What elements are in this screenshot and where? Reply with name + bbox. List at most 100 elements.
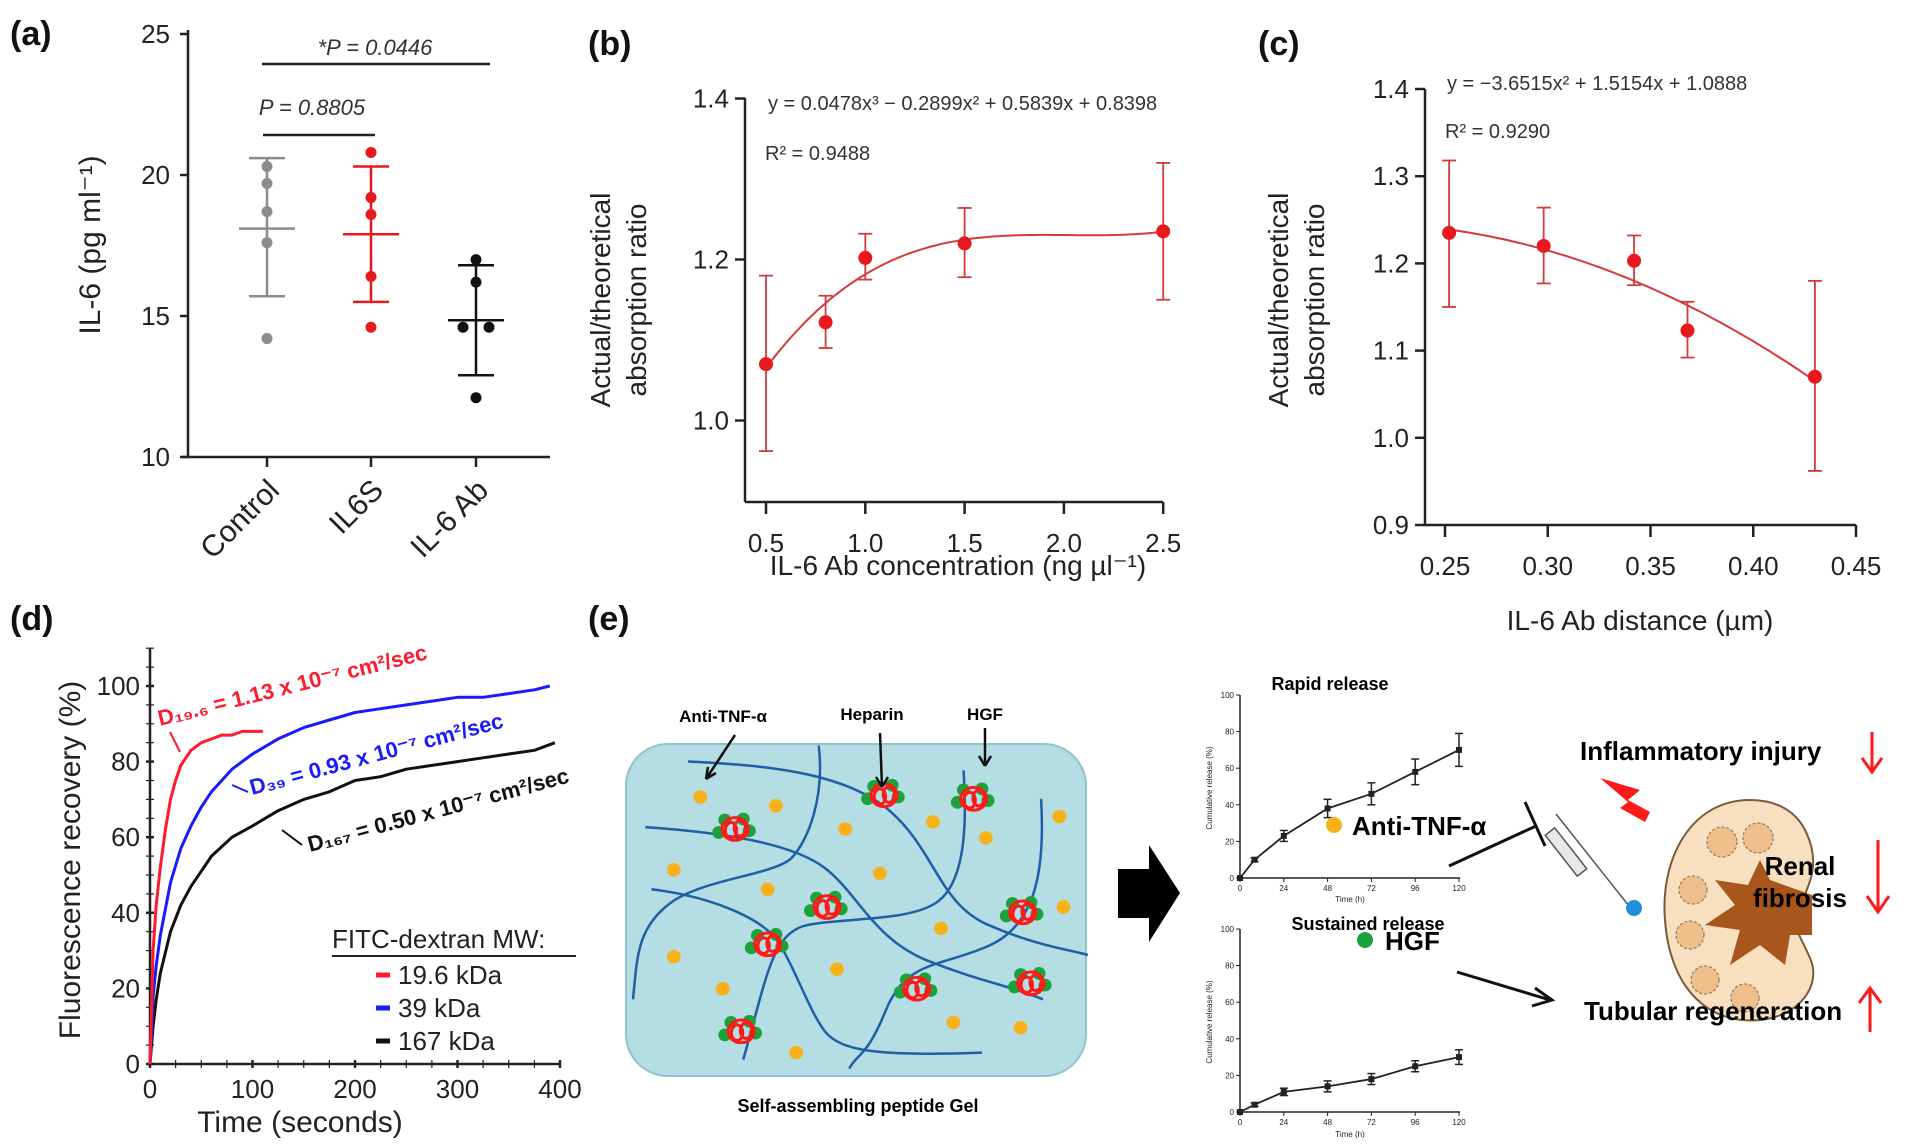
data-point <box>1627 253 1642 268</box>
leader-line <box>169 731 181 753</box>
arrow-down-icon <box>1865 840 1891 915</box>
fit-r2: R² = 0.9290 <box>1445 121 1550 143</box>
outcome-renal-line2: fibrosis <box>1753 883 1847 913</box>
panel-label-a: (a) <box>10 15 52 53</box>
y-tick-label: 25 <box>141 19 170 49</box>
y-axis-label-line1: Actual/theoretical <box>585 193 616 408</box>
anti-tnf-particle <box>789 1045 804 1060</box>
y-tick-label: 0.9 <box>1373 510 1409 540</box>
hgf-legend-dot <box>1357 932 1373 948</box>
heparin-ring <box>725 823 736 839</box>
data-point <box>957 236 972 251</box>
y-axis-label-line2: absorption ratio <box>621 203 652 396</box>
anti-tnf-legend-label: Anti-TNF-α <box>1352 811 1486 841</box>
y-tick-label: 0 <box>126 1049 140 1079</box>
heparin-hgf-complex <box>718 1014 762 1043</box>
heparin-ring <box>916 980 927 996</box>
panel-label-e: (e) <box>588 600 630 638</box>
heparin-ring <box>964 792 975 808</box>
heparin-ring <box>1030 975 1041 991</box>
panel-label-b: (b) <box>588 25 631 63</box>
x-tick-label: 400 <box>538 1074 581 1104</box>
x-tick-label: 300 <box>436 1074 479 1104</box>
x-tick-label: Control <box>194 474 286 566</box>
y-axis-label-line2: absorption ratio <box>1299 203 1330 396</box>
fit-equation: y = 0.0478x³ − 0.2899x² + 0.5839x + 0.83… <box>768 93 1157 115</box>
leader-line <box>281 829 303 846</box>
y-axis-label: Fluorescence recovery (%) <box>54 681 87 1039</box>
y-tick-label: 80 <box>1225 962 1234 971</box>
x-tick-label: 0.45 <box>1831 551 1882 581</box>
y-tick-label: 1.0 <box>693 406 729 436</box>
heparin-hgf-complex <box>999 896 1044 924</box>
heparin-ring <box>907 982 918 998</box>
heparin-ring <box>740 1023 751 1039</box>
x-tick-label: 96 <box>1411 884 1420 893</box>
svg-text:39 kDa: 39 kDa <box>398 993 481 1023</box>
data-point <box>1412 1063 1419 1070</box>
heparin-ring <box>767 936 778 952</box>
anti-tnf-particle <box>925 815 940 829</box>
x-tick-label: 120 <box>1452 884 1466 893</box>
data-point <box>759 357 773 372</box>
data-point <box>483 321 495 333</box>
chart-rapid-release: Rapid release Cumulative release (%) Tim… <box>1205 674 1466 904</box>
y-tick-label: 1.4 <box>1373 74 1409 104</box>
y-tick-label: 60 <box>1225 998 1234 1007</box>
x-tick-label: 0.5 <box>748 528 784 558</box>
anti-tnf-particle <box>760 882 775 897</box>
data-point <box>1237 1109 1243 1115</box>
x-axis-label: Time (h) <box>1335 1130 1365 1139</box>
peptide-gel-diagram: Anti-TNF-α Heparin HGF Self-assembling p… <box>625 705 1088 1116</box>
heparin-ring <box>826 899 837 915</box>
fit-r2: R² = 0.9488 <box>765 143 870 165</box>
legend-item-19-6: 19.6 kDa <box>376 960 503 990</box>
x-tick-label: 0.40 <box>1728 551 1779 581</box>
x-tick-label: 24 <box>1279 1118 1288 1127</box>
y-tick-label: 20 <box>111 973 140 1003</box>
series-line-39kDa <box>148 684 551 1065</box>
x-tick-label: 48 <box>1323 1118 1332 1127</box>
y-tick-label: 60 <box>1225 764 1234 773</box>
anti-tnf-particle <box>1056 900 1071 914</box>
anti-tnf-particle <box>872 866 887 881</box>
y-tick-label: 100 <box>1221 925 1235 934</box>
y-tick-label: 1.2 <box>693 245 729 275</box>
heparin-ring <box>883 787 894 803</box>
y-tick-label: 20 <box>1225 1071 1234 1080</box>
data-point <box>261 177 273 189</box>
data-point <box>1280 832 1287 839</box>
y-tick-label: 100 <box>1221 691 1235 700</box>
gel-label: Self-assembling peptide Gel <box>737 1096 978 1116</box>
anti-tnf-particle <box>934 921 949 936</box>
x-tick-label: 200 <box>333 1074 376 1104</box>
x-tick-label: 120 <box>1452 1118 1466 1127</box>
fit-equation: y = −3.6515x² + 1.5154x + 1.0888 <box>1447 73 1747 95</box>
outcome-inflammatory: Inflammatory injury <box>1580 736 1822 766</box>
hgf-legend-label: HGF <box>1385 926 1440 956</box>
heparin-ring <box>817 901 828 917</box>
x-tick-label: 0 <box>143 1074 157 1104</box>
y-tick-label: 40 <box>1225 801 1234 810</box>
y-tick-label: 60 <box>111 822 140 852</box>
chart-d: Time (seconds) Fluorescence recovery (%)… <box>54 640 582 1139</box>
y-tick-label: 100 <box>97 671 140 701</box>
arrow-down-icon <box>1860 732 1884 775</box>
kidney-icon <box>1663 798 1815 1022</box>
data-point <box>1251 856 1258 863</box>
heparin-ring <box>814 896 840 919</box>
x-tick-label: 1.5 <box>947 528 983 558</box>
y-tick-label: 1.4 <box>693 84 729 114</box>
heparin-hgf-complex <box>893 972 938 1000</box>
arrow-right-icon <box>1118 845 1180 942</box>
chart-sustained-release: Sustained release Cumulative release (%)… <box>1205 914 1466 1139</box>
y-tick-label: 10 <box>141 442 170 472</box>
x-tick-label: 100 <box>231 1074 274 1104</box>
data-point <box>1680 323 1695 338</box>
heparin-ring <box>758 938 769 954</box>
chart-title: Rapid release <box>1271 674 1388 694</box>
anti-tnf-particle <box>1052 809 1067 824</box>
y-tick-label: 0 <box>1230 874 1235 883</box>
x-axis-label: IL-6 Ab concentration (ng µl⁻¹) <box>770 550 1146 581</box>
heparin-hgf-complex <box>803 890 848 919</box>
